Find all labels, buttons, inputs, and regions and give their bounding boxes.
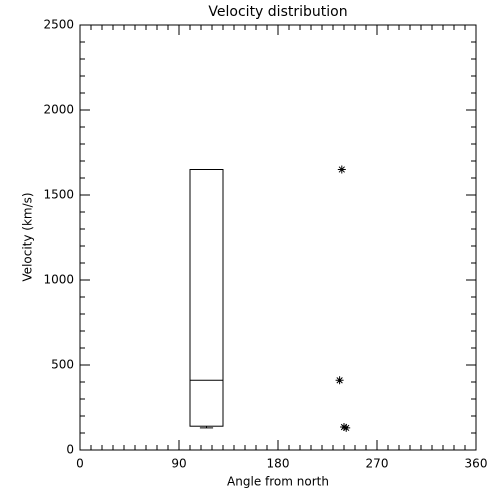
point bbox=[337, 165, 346, 174]
y-tick-label: 2000 bbox=[43, 103, 74, 117]
point bbox=[342, 423, 351, 432]
x-tick-label: 270 bbox=[366, 457, 389, 471]
x-tick-label: 360 bbox=[465, 457, 488, 471]
y-axis-label: Velocity (km/s) bbox=[21, 192, 35, 281]
y-tick-label: 2500 bbox=[43, 18, 74, 32]
y-tick-label: 1500 bbox=[43, 188, 74, 202]
x-tick-label: 180 bbox=[267, 457, 290, 471]
x-axis-label: Angle from north bbox=[227, 475, 329, 489]
y-tick-label: 500 bbox=[51, 358, 74, 372]
x-tick-label: 0 bbox=[76, 457, 84, 471]
chart-title: Velocity distribution bbox=[208, 4, 347, 20]
point bbox=[335, 376, 344, 385]
point bbox=[340, 423, 348, 432]
x-tick-label: 90 bbox=[171, 457, 186, 471]
y-tick-label: 0 bbox=[66, 443, 74, 457]
y-tick-label: 1000 bbox=[43, 273, 74, 287]
